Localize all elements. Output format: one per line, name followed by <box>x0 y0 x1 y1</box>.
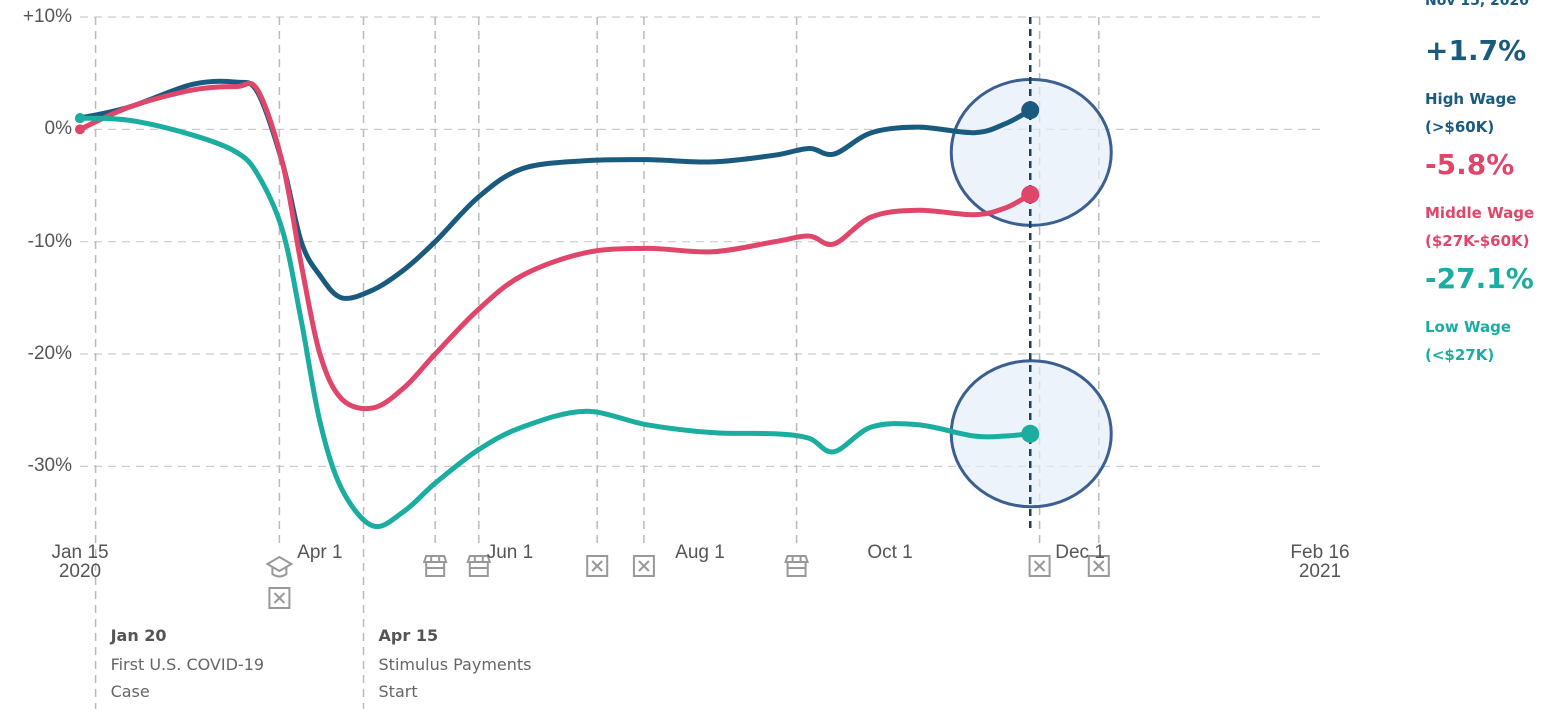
y-tick-label: -10% <box>27 230 72 252</box>
school-icon <box>265 555 294 578</box>
annotation-text: Stimulus Payments Start <box>378 655 532 701</box>
legend-sublabel: ($27K-$60K) <box>1425 232 1530 250</box>
end-dot <box>1021 101 1040 120</box>
closed-icon-x <box>1033 560 1046 572</box>
legend-name: Middle Wage <box>1425 204 1535 222</box>
closed-icon <box>1087 555 1110 577</box>
x-tick-label: Apr 1 <box>297 542 343 563</box>
y-tick-label: 0% <box>44 118 72 140</box>
annotation-date: Apr 15 <box>378 626 439 645</box>
series-line <box>77 78 1033 301</box>
x-tick-label: Feb 16 2021 <box>1290 542 1350 582</box>
closed-icon <box>268 587 291 609</box>
closed-icon-x <box>1093 560 1105 572</box>
x-tick-label: Jan 15 2020 <box>51 542 109 582</box>
y-tick-label: +10% <box>22 6 72 27</box>
closed-icon <box>632 555 655 577</box>
x-tick-label: Jun 1 <box>486 542 534 563</box>
readout-value: +1.7% <box>1425 34 1527 67</box>
closed-icon-x <box>638 560 650 572</box>
end-dot <box>1021 424 1040 443</box>
start-dot <box>75 124 85 135</box>
x-tick-label: Oct 1 <box>867 542 913 563</box>
event-icons <box>265 555 1110 609</box>
store-icon <box>466 555 492 577</box>
start-dot <box>75 113 85 124</box>
store-icon <box>422 555 448 577</box>
legend-sublabel: (>$60K) <box>1425 118 1495 136</box>
closed-icon <box>1028 555 1051 577</box>
legend-sublabel: (<$27K) <box>1425 346 1495 364</box>
x-tick-label: Dec 1 <box>1055 542 1105 563</box>
store-icon <box>784 555 809 577</box>
series-line <box>77 115 1033 530</box>
annotation-text: First U.S. COVID-19 Case <box>110 655 265 701</box>
closed-icon-x <box>591 560 603 572</box>
closed-icon <box>586 555 609 577</box>
series-line <box>77 80 1033 412</box>
x-tick-label: Aug 1 <box>675 542 725 563</box>
y-tick-label: -20% <box>27 343 72 365</box>
closed-icon-x <box>273 592 286 604</box>
readout-value: -5.8% <box>1425 148 1515 181</box>
readout-value: -27.1% <box>1425 262 1534 295</box>
legend-name: Low Wage <box>1425 318 1511 336</box>
legend-name: High Wage <box>1425 90 1517 108</box>
annotation-date: Jan 20 <box>110 626 167 645</box>
y-tick-label: -30% <box>27 455 72 477</box>
selected-date: Nov 15, 2020 <box>1425 0 1529 9</box>
end-dot <box>1021 185 1040 204</box>
